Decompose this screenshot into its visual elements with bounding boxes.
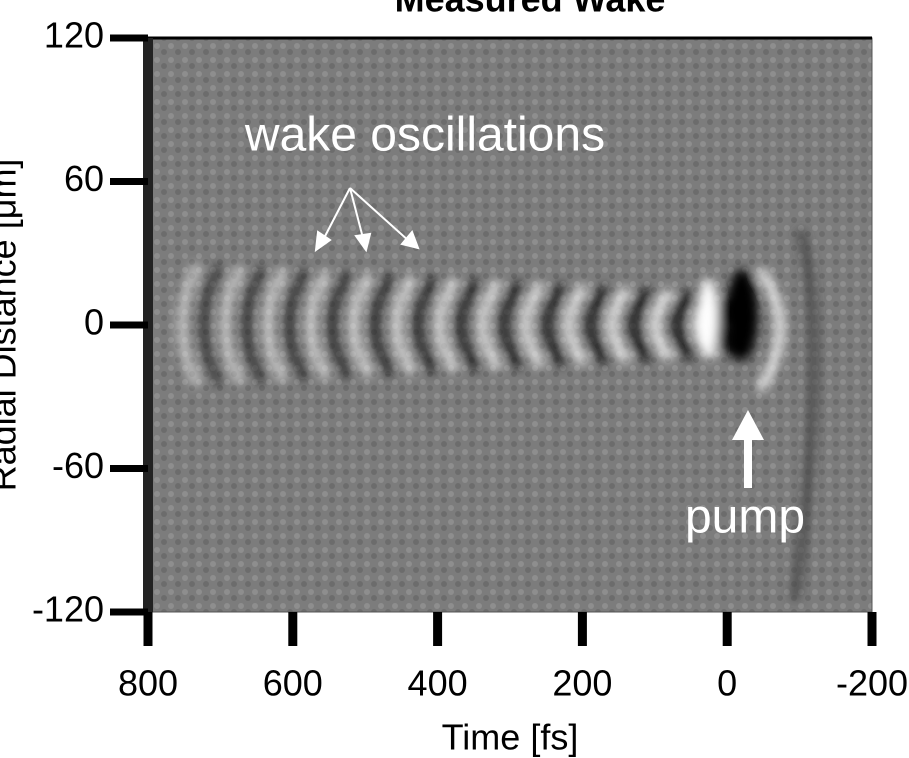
wake-stripe	[305, 269, 332, 381]
y-tick-label: 0	[84, 302, 104, 343]
y-tick-label: 60	[64, 158, 104, 199]
wake-stripe	[477, 278, 504, 372]
wake-stripe	[671, 288, 697, 362]
wake-stripe	[413, 275, 440, 375]
wake-stripe	[585, 284, 611, 366]
annotation: pump	[685, 491, 805, 544]
pump-spot	[726, 269, 758, 361]
x-tick-label: 600	[263, 663, 323, 704]
y-axis-label: Radial Distance [μm]	[0, 159, 24, 492]
wake-stripe	[563, 283, 590, 367]
wake-stripe	[628, 286, 654, 364]
y-tick-label: -60	[52, 445, 104, 486]
pump-spot	[698, 278, 718, 358]
wake-stripe	[520, 280, 547, 370]
wake-stripe	[219, 264, 246, 386]
x-axis-label: Time [fs]	[442, 717, 579, 758]
wake-stripe	[348, 271, 375, 379]
y-tick-label: 120	[44, 15, 104, 56]
wake-stripe	[434, 276, 461, 374]
wake-stripe	[499, 279, 525, 371]
wake-stripe	[456, 277, 483, 373]
wake-stripe	[391, 273, 418, 377]
wake-stripe	[649, 287, 676, 363]
pump-front	[791, 228, 818, 601]
wake-stripe	[606, 285, 633, 365]
wake-stripe	[241, 265, 268, 385]
wake-texture	[176, 228, 818, 601]
x-tick-label: 0	[717, 663, 737, 704]
x-tick-label: 200	[552, 663, 612, 704]
y-tick-label: -120	[32, 589, 104, 630]
wake-stripe	[198, 263, 225, 387]
wake-stripe	[176, 262, 203, 388]
wake-stripe	[370, 272, 397, 378]
wake-stripe	[327, 270, 354, 380]
wake-stripe	[262, 267, 289, 383]
wake-stripe	[284, 268, 311, 382]
pump-arrow	[732, 410, 764, 488]
annotation-arrows	[314, 187, 420, 253]
x-tick-label: 400	[408, 663, 468, 704]
x-tick-label: 800	[118, 663, 178, 704]
pump-front	[756, 267, 785, 393]
wake-stripe	[542, 281, 568, 369]
x-tick-label: -200	[836, 663, 908, 704]
annotation: wake oscillations	[244, 109, 605, 162]
chart-title: Measured Wake	[395, 0, 666, 20]
